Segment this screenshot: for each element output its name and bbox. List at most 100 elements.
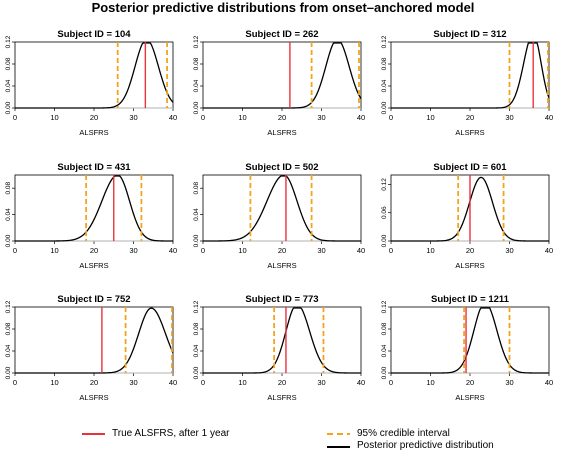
y-tick-label: 0.08 [193,322,200,335]
x-tick-label: 0 [201,113,205,122]
panel-2: Subject ID = 262 0 10 20 30 40 ALSFRS 0.00 0.04 0… [193,29,365,137]
x-tick-label: 20 [278,246,286,255]
posterior-curve [15,175,173,242]
y-tick-label: 0.00 [193,101,200,114]
x-axis-label: ALSFRS [455,261,484,270]
legend-posterior-swatch [327,446,350,448]
x-tick-label: 30 [317,246,325,255]
legend-posterior-label: Posterior predictive distribution [357,440,494,451]
panel-title: Subject ID = 312 [433,29,506,40]
panel-frame [202,306,362,374]
x-tick-label: 30 [317,113,325,122]
x-axis-label: ALSFRS [267,393,296,402]
y-tick-label: 0.04 [5,344,12,357]
x-tick-label: 10 [238,378,246,387]
x-axis-label: ALSFRS [79,128,108,137]
x-axis-label: ALSFRS [79,393,108,402]
x-tick-label: 0 [201,378,205,387]
x-tick-label: 20 [466,113,474,122]
y-tick-label: 0.00 [5,101,12,114]
x-axis-label: ALSFRS [455,393,484,402]
panel-1: Subject ID = 104 0 10 20 30 40 ALSFRS 0.00 0.04 0… [5,29,177,137]
x-tick-label: 10 [238,246,246,255]
x-tick-label: 40 [545,378,553,387]
x-axis-label: ALSFRS [79,261,108,270]
x-tick-label: 10 [50,246,58,255]
y-tick-label: 0.12 [5,35,12,48]
x-tick-label: 40 [545,246,553,255]
y-tick-label: 0.04 [381,79,388,92]
panel-3: Subject ID = 312 0 10 20 30 40 ALSFRS 0.00 0.04 0… [381,29,553,137]
y-tick-label: 0.04 [193,208,200,221]
y-tick-label: 0.08 [381,57,388,70]
x-axis-label: ALSFRS [455,128,484,137]
panel-title: Subject ID = 773 [245,294,318,305]
y-tick-label: 0.00 [381,101,388,114]
x-tick-label: 40 [169,246,177,255]
y-tick-label: 0.08 [5,181,12,194]
panel-frame [202,41,362,109]
panel-9: Subject ID = 1211 0 10 20 30 40 ALSFRS 0.00 0.04… [381,294,553,402]
y-tick-label: 0.00 [5,366,12,379]
posterior-curve [203,42,362,109]
x-tick-label: 0 [13,246,17,255]
x-tick-label: 10 [426,378,434,387]
x-tick-label: 10 [50,113,58,122]
y-tick-label: 0.12 [193,35,200,48]
x-tick-label: 20 [466,246,474,255]
panel-frame [14,174,174,242]
y-tick-label: 0.04 [5,79,12,92]
y-tick-label: 0.00 [5,234,12,247]
x-tick-label: 0 [13,378,17,387]
legend-ci-label: 95% credible interval [357,428,450,439]
y-tick-label: 0.00 [193,234,200,247]
x-axis-label: ALSFRS [267,128,296,137]
panel-6: Subject ID = 601 0 10 20 30 40 ALSFRS 0.00 0.06 0… [381,162,553,270]
x-tick-label: 10 [426,246,434,255]
x-tick-label: 30 [505,113,513,122]
y-tick-label: 0.04 [193,344,200,357]
y-tick-label: 0.12 [381,300,388,313]
panel-title: Subject ID = 601 [433,162,507,173]
x-tick-label: 30 [505,246,513,255]
x-tick-label: 30 [129,113,137,122]
x-tick-label: 0 [13,113,17,122]
panel-5: Subject ID = 502 0 10 20 30 40 ALSFRS 0.00 0.04 0… [193,162,365,270]
y-tick-label: 0.12 [5,300,12,313]
panel-frame [202,174,362,242]
x-tick-label: 20 [90,246,98,255]
panel-7: Subject ID = 752 0 10 20 30 40 ALSFRS 0.00 0.04 0… [5,294,177,402]
panel-frame [390,306,550,374]
panel-title: Subject ID = 104 [57,29,131,40]
y-tick-label: 0.08 [193,181,200,194]
y-tick-label: 0.08 [5,322,12,335]
y-tick-label: 0.08 [5,57,12,70]
x-tick-label: 20 [278,113,286,122]
legend-true-swatch [82,433,105,435]
legend-true-label: True ALSFRS, after 1 year [112,428,230,439]
x-tick-label: 20 [466,378,474,387]
panel-title: Subject ID = 262 [245,29,318,40]
x-tick-label: 30 [317,378,325,387]
x-tick-label: 10 [426,113,434,122]
x-tick-label: 40 [357,113,365,122]
y-tick-label: 0.12 [193,300,200,313]
y-tick-label: 0.04 [381,344,388,357]
x-tick-label: 30 [505,378,513,387]
posterior-curve [15,307,174,374]
y-tick-label: 0.04 [5,208,12,221]
panel-frame [14,306,174,374]
panel-title: Subject ID = 431 [57,162,131,173]
y-tick-label: 0.00 [193,366,200,379]
x-tick-label: 0 [389,113,393,122]
y-tick-label: 0.12 [381,178,388,191]
x-tick-label: 30 [129,378,137,387]
x-tick-label: 30 [129,246,137,255]
panel-4: Subject ID = 431 0 10 20 30 40 ALSFRS 0.00 0.04 0… [5,162,177,270]
x-tick-label: 0 [389,246,393,255]
x-tick-label: 10 [50,378,58,387]
y-tick-label: 0.08 [193,57,200,70]
y-tick-label: 0.12 [381,35,388,48]
